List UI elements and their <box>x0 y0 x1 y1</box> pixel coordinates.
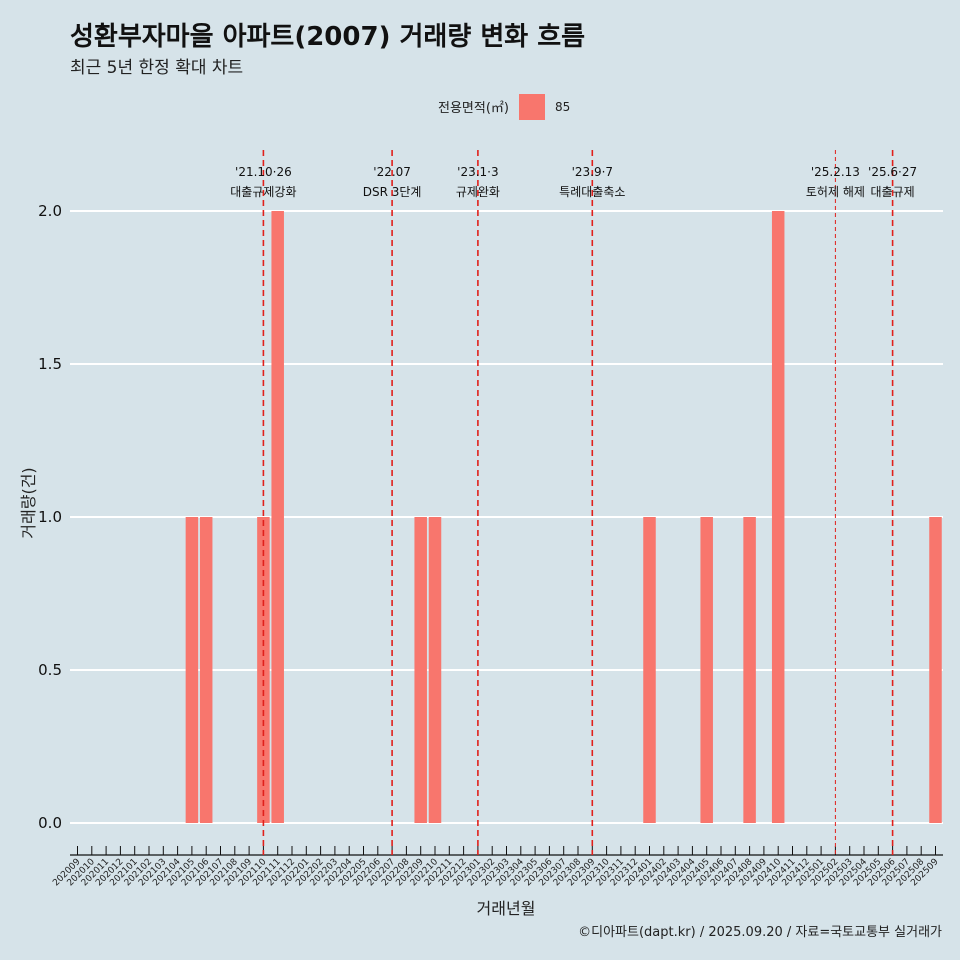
event-label: 특례대출축소 <box>559 185 625 199</box>
event-label: DSR 3단계 <box>363 185 422 199</box>
legend-key-85 <box>518 93 545 120</box>
bar <box>700 517 713 823</box>
bar <box>929 517 942 823</box>
event-label: 대출규제 <box>871 185 915 199</box>
y-axis-title: 거래량(건) <box>19 467 38 538</box>
event-label: 대출규제강화 <box>230 185 296 199</box>
event-date: '23.9·7 <box>572 165 613 179</box>
y-tick-label: 0.0 <box>38 814 62 832</box>
bar <box>199 517 213 823</box>
y-tick-label: 0.5 <box>38 661 62 679</box>
event-label: 토허제 해제 <box>806 185 865 199</box>
event-date: '25.2.13 <box>811 165 860 179</box>
legend: 전용면적(㎡) 85 <box>438 93 570 120</box>
y-tick-label: 1.0 <box>38 508 62 526</box>
bar <box>271 211 284 823</box>
event-label: 규제완화 <box>456 185 500 199</box>
bar <box>743 517 756 823</box>
chart-title: 성환부자마을 아파트(2007) 거래량 변화 흐름 <box>70 22 586 52</box>
y-tick-label: 1.5 <box>38 355 62 373</box>
bar <box>643 517 656 823</box>
y-tick-label: 2.0 <box>38 202 62 220</box>
event-date: '21.10·26 <box>235 165 292 179</box>
bar <box>771 211 785 823</box>
event-date: '25.6·27 <box>868 165 917 179</box>
legend-title: 전용면적(㎡) <box>438 101 509 116</box>
chart-subtitle: 최근 5년 한정 확대 차트 <box>70 58 244 78</box>
event-date: '23.1·3 <box>457 165 498 179</box>
bar <box>428 517 442 823</box>
x-axis-title: 거래년월 <box>477 899 536 918</box>
event-date: '22.07 <box>373 165 411 179</box>
source-caption: ©디아파트(dapt.kr) / 2025.09.20 / 자료=국토교통부 실… <box>578 925 942 940</box>
bar <box>185 517 199 823</box>
legend-label-85: 85 <box>554 99 571 114</box>
bar <box>414 517 427 823</box>
